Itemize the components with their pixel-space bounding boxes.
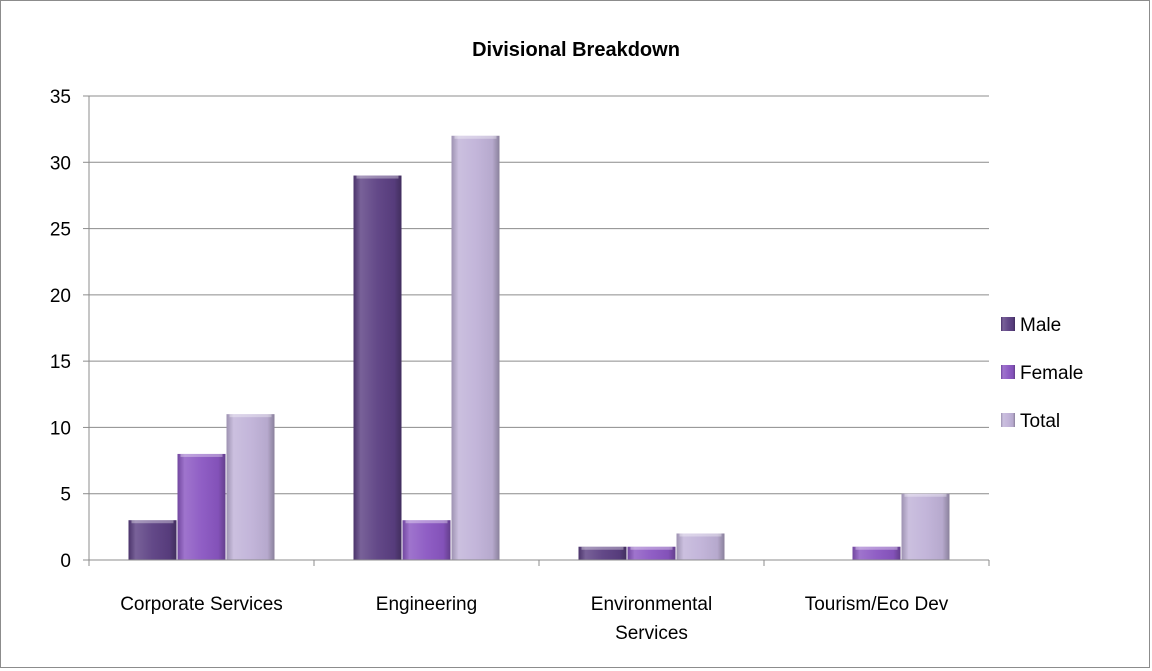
bar-shade-total-3 <box>901 493 950 560</box>
x-category-label-1-0: Engineering <box>376 594 477 615</box>
bar-shade-female-0 <box>177 453 226 560</box>
bar-shade-female-1 <box>402 520 451 560</box>
y-tick-label-20: 20 <box>50 286 71 307</box>
x-category-label-0-0: Corporate Services <box>120 594 283 615</box>
bar-top-bevel-total-1 <box>454 135 497 139</box>
bar-top-bevel-total-0 <box>229 414 272 418</box>
y-tick-label-25: 25 <box>50 220 71 241</box>
bar-shade-male-2 <box>578 546 627 560</box>
x-category-label-3-0: Tourism/Eco Dev <box>805 594 949 615</box>
legend-label-female: Female <box>1020 363 1083 384</box>
bar-top-bevel-total-2 <box>679 533 722 537</box>
y-tick-label-10: 10 <box>50 418 71 439</box>
legend-swatch-shade-female <box>1001 365 1015 379</box>
bar-top-bevel-male-1 <box>356 175 399 179</box>
bar-top-bevel-female-2 <box>630 546 673 550</box>
bar-shade-male-1 <box>353 175 402 561</box>
bar-top-bevel-female-3 <box>855 546 898 550</box>
bar-top-bevel-total-3 <box>904 493 947 497</box>
bar-top-bevel-female-0 <box>180 453 223 457</box>
x-category-label-2-1: Services <box>615 623 688 644</box>
chart-title: Divisional Breakdown <box>472 39 680 61</box>
legend-swatch-shade-total <box>1001 413 1015 427</box>
legend-label-male: Male <box>1020 315 1061 336</box>
bar-top-bevel-male-0 <box>131 520 174 524</box>
y-tick-label-30: 30 <box>50 153 71 174</box>
y-tick-label-5: 5 <box>60 485 71 506</box>
y-tick-label-0: 0 <box>60 551 71 572</box>
bar-shade-total-0 <box>226 414 275 560</box>
x-category-label-2-0: Environmental <box>591 594 712 615</box>
bar-top-bevel-male-2 <box>581 546 624 550</box>
y-tick-label-15: 15 <box>50 352 71 373</box>
bar-shade-male-0 <box>128 520 177 560</box>
bar-shade-total-2 <box>676 533 725 560</box>
bar-shade-total-1 <box>451 135 500 560</box>
legend-label-total: Total <box>1020 411 1060 432</box>
y-tick-label-35: 35 <box>50 87 71 108</box>
legend-swatch-shade-male <box>1001 317 1015 331</box>
bar-top-bevel-female-1 <box>405 520 448 524</box>
bar-shade-female-2 <box>627 546 676 560</box>
bar-shade-female-3 <box>852 546 901 560</box>
